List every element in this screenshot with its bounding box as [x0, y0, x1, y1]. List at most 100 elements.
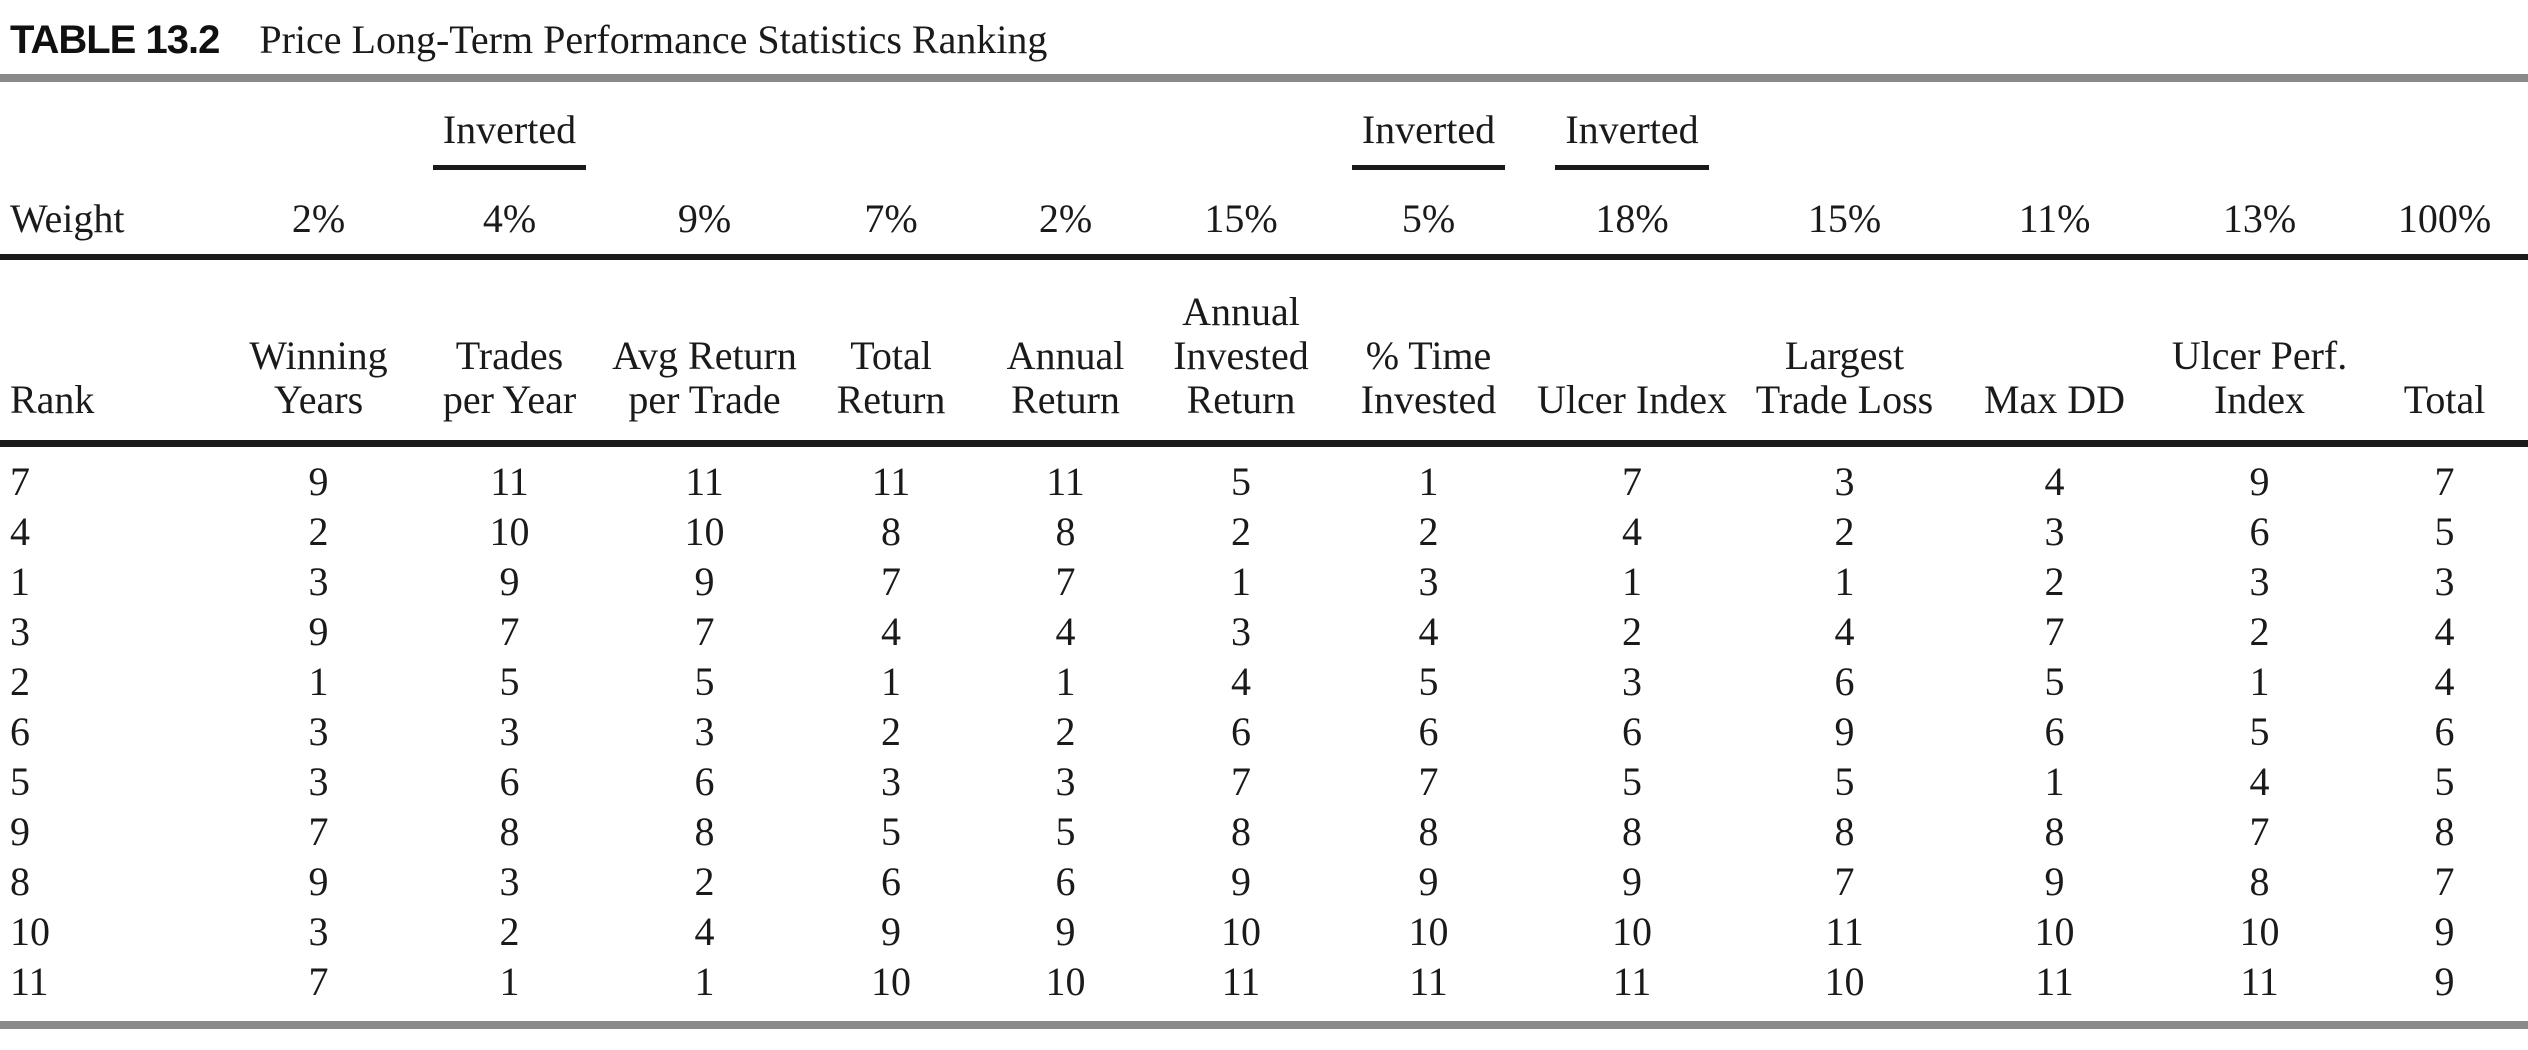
weight-cell: 4% — [412, 170, 607, 260]
weight-cell: 7% — [802, 170, 980, 260]
value-cell: 3 — [1055, 759, 1076, 804]
value-cell: 7 — [1834, 859, 1855, 904]
value-cell: 9 — [308, 609, 329, 654]
value-cell: 1 — [1622, 559, 1642, 604]
weight-row-label: Weight — [0, 170, 225, 260]
table-row: 3 9 7 7 4 4 3 4 2 4 7 2 4 — [0, 607, 2528, 657]
value-cell: 2 — [881, 709, 901, 754]
value-cell: 4 — [694, 909, 715, 954]
value-cell: 3 — [881, 759, 901, 804]
value-cell: 10 — [1408, 909, 1449, 954]
value-cell: 7 — [1231, 759, 1251, 804]
rank-cell: 1 — [10, 559, 30, 604]
column-header-max-dd: Max DD — [1951, 257, 2158, 447]
value-cell: 3 — [1834, 459, 1855, 504]
value-cell: 3 — [2044, 509, 2065, 554]
value-cell: 9 — [2434, 909, 2455, 954]
value-cell: 5 — [2434, 509, 2455, 554]
value-cell: 3 — [1418, 559, 1439, 604]
value-cell: 10 — [1612, 909, 1652, 954]
value-cell: 11 — [2240, 959, 2279, 1004]
weight-cell: 15% — [1151, 170, 1331, 260]
weight-cell: 18% — [1526, 170, 1738, 260]
column-header-rank: Rank — [0, 257, 225, 447]
value-cell: 9 — [2044, 859, 2065, 904]
value-cell: 4 — [2044, 459, 2065, 504]
inverted-flag-cell: Inverted — [1331, 82, 1526, 170]
inverted-flags-row: Inverted Inverted Inverted — [0, 82, 2528, 170]
rank-cell: 10 — [10, 909, 50, 954]
value-cell: 7 — [2434, 459, 2455, 504]
column-header-winning-years: Winning Years — [225, 257, 412, 447]
value-cell: 1 — [881, 659, 901, 704]
table-row: 8 9 3 2 6 6 9 9 9 7 9 8 7 — [0, 857, 2528, 907]
value-cell: 9 — [1834, 709, 1855, 754]
value-cell: 2 — [1231, 509, 1251, 554]
value-cell: 9 — [499, 559, 520, 604]
column-header-largest-trade-loss: Largest Trade Loss — [1738, 257, 1951, 447]
value-cell: 4 — [1622, 509, 1642, 554]
value-cell: 9 — [308, 459, 329, 504]
value-cell: 8 — [1418, 809, 1439, 854]
value-cell: 1 — [308, 659, 329, 704]
rank-cell: 8 — [10, 859, 30, 904]
value-cell: 7 — [499, 609, 520, 654]
table-row: 9 7 8 8 5 5 8 8 8 8 8 7 8 — [0, 807, 2528, 857]
empty-cell — [2158, 82, 2361, 170]
value-cell: 9 — [2249, 459, 2270, 504]
empty-cell — [1151, 82, 1331, 170]
value-cell: 3 — [2434, 559, 2455, 604]
value-cell: 3 — [499, 859, 520, 904]
weight-cell: 15% — [1738, 170, 1951, 260]
value-cell: 8 — [1622, 809, 1642, 854]
rank-cell: 2 — [10, 659, 30, 704]
value-cell: 4 — [2249, 759, 2270, 804]
value-cell: 6 — [881, 859, 901, 904]
value-cell: 1 — [1418, 459, 1439, 504]
table-title-text: Price Long-Term Performance Statistics R… — [259, 17, 1048, 62]
value-cell: 4 — [2434, 609, 2455, 654]
weight-cell: 5% — [1331, 170, 1526, 260]
value-cell: 5 — [2434, 759, 2455, 804]
value-cell: 11 — [1409, 959, 1448, 1004]
value-cell: 11 — [685, 459, 724, 504]
weight-cell: 9% — [607, 170, 802, 260]
value-cell: 2 — [1834, 509, 1855, 554]
value-cell: 7 — [1055, 559, 1076, 604]
weight-cell: 2% — [225, 170, 412, 260]
column-header-annual-return: Annual Return — [980, 257, 1151, 447]
value-cell: 8 — [1055, 509, 1076, 554]
value-cell: 3 — [308, 759, 329, 804]
value-cell: 8 — [2044, 809, 2065, 854]
value-cell: 1 — [694, 959, 715, 1004]
value-cell: 11 — [2035, 959, 2074, 1004]
value-cell: 1 — [499, 959, 520, 1004]
empty-cell — [980, 82, 1151, 170]
value-cell: 6 — [2249, 509, 2270, 554]
value-cell: 9 — [1231, 859, 1251, 904]
weight-row: Weight 2% 4% 9% 7% 2% 15% 5% 18% 15% 11%… — [0, 170, 2528, 260]
value-cell: 4 — [1055, 609, 1076, 654]
value-cell: 8 — [881, 509, 901, 554]
value-cell: 3 — [1622, 659, 1642, 704]
value-cell: 10 — [2239, 909, 2280, 954]
table-number-label: TABLE 13.2 — [10, 18, 220, 62]
empty-cell — [802, 82, 980, 170]
empty-cell — [0, 82, 225, 170]
value-cell: 6 — [1418, 709, 1439, 754]
value-cell: 10 — [1824, 959, 1865, 1004]
value-cell: 5 — [499, 659, 520, 704]
value-cell: 11 — [1612, 959, 1652, 1004]
value-cell: 8 — [2434, 809, 2455, 854]
value-cell: 11 — [1825, 909, 1864, 954]
value-cell: 10 — [871, 959, 911, 1004]
empty-cell — [1738, 82, 1951, 170]
rank-cell: 5 — [10, 759, 30, 804]
value-cell: 8 — [499, 809, 520, 854]
value-cell: 10 — [684, 509, 725, 554]
value-cell: 2 — [499, 909, 520, 954]
table-row: 7 9 11 11 11 11 5 1 7 3 4 9 7 — [0, 444, 2528, 508]
table-row: 10 3 2 4 9 9 10 10 10 11 10 10 9 — [0, 907, 2528, 957]
table-row: 2 1 5 5 1 1 4 5 3 6 5 1 4 — [0, 657, 2528, 707]
value-cell: 3 — [1231, 609, 1251, 654]
